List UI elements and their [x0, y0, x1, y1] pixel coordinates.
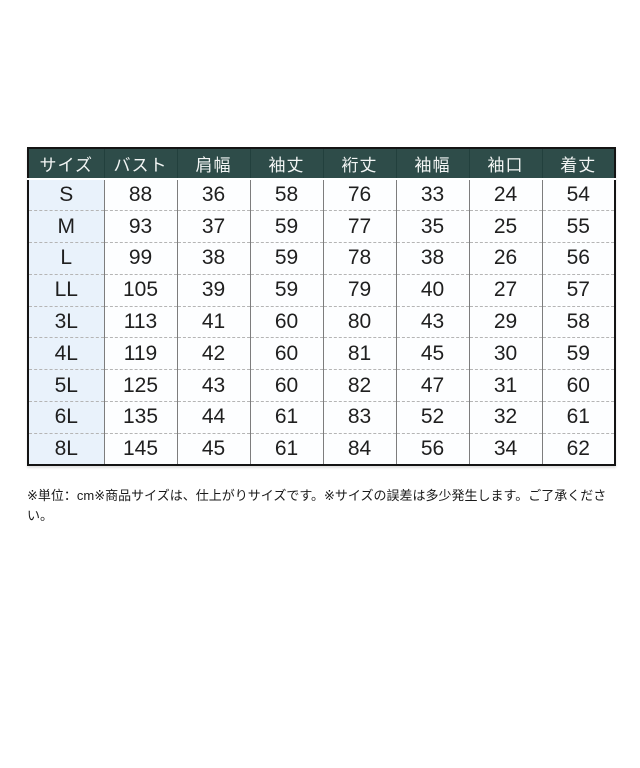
measurement-cell: 42	[176, 337, 250, 370]
measurement-cell: 60	[541, 369, 615, 402]
measurement-cell: 77	[322, 210, 396, 243]
col-header-cuff: 袖口	[468, 148, 542, 180]
measurement-cell: 57	[541, 273, 615, 307]
size-table: サイズ バスト 肩幅 袖丈 裄丈 袖幅 袖口 着丈 S 88 36 58 76 33 24 5…	[27, 147, 616, 467]
measurement-cell: 45	[176, 432, 250, 466]
measurement-cell: 39	[176, 273, 250, 307]
measurement-cell: 81	[322, 337, 396, 370]
measurement-cell: 59	[249, 242, 323, 275]
measurement-cell: 32	[468, 401, 542, 434]
measurement-cell: 24	[468, 179, 542, 211]
measurement-cell: 29	[468, 305, 542, 338]
measurement-cell: 88	[103, 179, 177, 211]
measurement-cell: 61	[249, 401, 323, 434]
measurement-cell: 59	[249, 273, 323, 307]
table-row: 5L 125 43 60 82 47 31 60	[28, 369, 615, 402]
measurement-cell: 84	[322, 432, 396, 466]
measurement-cell: 34	[468, 432, 542, 466]
table-row: 6L 135 44 61 83 52 32 61	[28, 401, 615, 434]
measurement-cell: 125	[103, 369, 177, 402]
table-row: 3L 113 41 60 80 43 29 58	[28, 305, 615, 338]
size-label-cell: LL	[28, 273, 104, 307]
measurement-cell: 45	[395, 337, 469, 370]
measurement-cell: 78	[322, 242, 396, 275]
measurement-cell: 26	[468, 242, 542, 275]
measurement-cell: 61	[249, 432, 323, 466]
size-label-cell: S	[28, 179, 104, 211]
measurement-cell: 47	[395, 369, 469, 402]
col-header-sleeve-width: 袖幅	[395, 148, 469, 180]
size-note: ※単位：cm※商品サイズは、仕上がりサイズです。※サイズの誤差は多少発生します。…	[27, 488, 607, 524]
table-row: 4L 119 42 60 81 45 30 59	[28, 337, 615, 370]
measurement-cell: 61	[541, 401, 615, 434]
measurement-cell: 58	[541, 305, 615, 338]
measurement-cell: 44	[176, 401, 250, 434]
size-label-cell: M	[28, 210, 104, 243]
size-label-cell: 8L	[28, 432, 104, 466]
size-label-cell: 3L	[28, 305, 104, 338]
measurement-cell: 59	[249, 210, 323, 243]
measurement-cell: 113	[103, 305, 177, 338]
size-label-cell: 4L	[28, 337, 104, 370]
measurement-cell: 43	[176, 369, 250, 402]
col-header-size: サイズ	[28, 148, 104, 180]
size-label-cell: 5L	[28, 369, 104, 402]
size-table-container: サイズ バスト 肩幅 袖丈 裄丈 袖幅 袖口 着丈 S 88 36 58 76 33 24 5…	[27, 147, 616, 467]
size-label-cell: L	[28, 242, 104, 275]
measurement-cell: 76	[322, 179, 396, 211]
size-table-header-row: サイズ バスト 肩幅 袖丈 裄丈 袖幅 袖口 着丈	[28, 148, 615, 180]
measurement-cell: 40	[395, 273, 469, 307]
measurement-cell: 30	[468, 337, 542, 370]
size-label-cell: 6L	[28, 401, 104, 434]
col-header-body-length: 着丈	[541, 148, 615, 180]
col-header-sleeve-length: 袖丈	[249, 148, 323, 180]
table-row: LL 105 39 59 79 40 27 57	[28, 273, 615, 307]
measurement-cell: 38	[395, 242, 469, 275]
col-header-bust: バスト	[103, 148, 177, 180]
measurement-cell: 43	[395, 305, 469, 338]
measurement-cell: 55	[541, 210, 615, 243]
measurement-cell: 25	[468, 210, 542, 243]
measurement-cell: 36	[176, 179, 250, 211]
measurement-cell: 145	[103, 432, 177, 466]
table-row: M 93 37 59 77 35 25 55	[28, 210, 615, 243]
measurement-cell: 135	[103, 401, 177, 434]
measurement-cell: 62	[541, 432, 615, 466]
col-header-yuki-length: 裄丈	[322, 148, 396, 180]
measurement-cell: 54	[541, 179, 615, 211]
measurement-cell: 27	[468, 273, 542, 307]
measurement-cell: 41	[176, 305, 250, 338]
table-row: S 88 36 58 76 33 24 54	[28, 179, 615, 211]
measurement-cell: 119	[103, 337, 177, 370]
measurement-cell: 60	[249, 305, 323, 338]
measurement-cell: 59	[541, 337, 615, 370]
measurement-cell: 93	[103, 210, 177, 243]
measurement-cell: 99	[103, 242, 177, 275]
measurement-cell: 80	[322, 305, 396, 338]
size-table-body: S 88 36 58 76 33 24 54 M 93 37 59 77 35 25 55 L 99 38 59 78 3…	[28, 179, 615, 466]
measurement-cell: 58	[249, 179, 323, 211]
measurement-cell: 31	[468, 369, 542, 402]
measurement-cell: 60	[249, 369, 323, 402]
measurement-cell: 56	[395, 432, 469, 466]
measurement-cell: 79	[322, 273, 396, 307]
measurement-cell: 37	[176, 210, 250, 243]
measurement-cell: 38	[176, 242, 250, 275]
measurement-cell: 83	[322, 401, 396, 434]
measurement-cell: 33	[395, 179, 469, 211]
table-row: 8L 145 45 61 84 56 34 62	[28, 432, 615, 466]
measurement-cell: 56	[541, 242, 615, 275]
measurement-cell: 105	[103, 273, 177, 307]
measurement-cell: 52	[395, 401, 469, 434]
measurement-cell: 35	[395, 210, 469, 243]
measurement-cell: 60	[249, 337, 323, 370]
col-header-shoulder-width: 肩幅	[176, 148, 250, 180]
measurement-cell: 82	[322, 369, 396, 402]
table-row: L 99 38 59 78 38 26 56	[28, 242, 615, 275]
